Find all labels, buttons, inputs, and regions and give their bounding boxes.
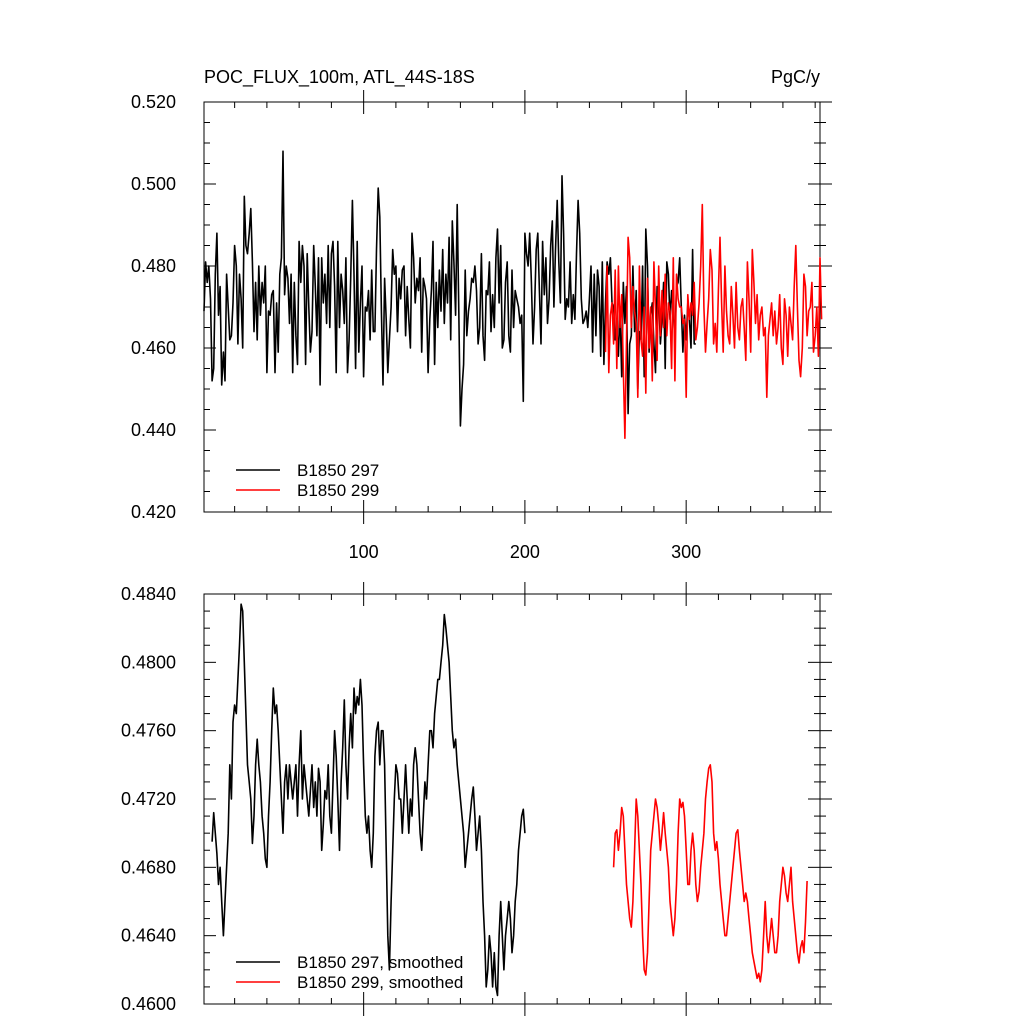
x-tick-label: 200 (510, 542, 540, 562)
top-panel: 0.420 0.440 0.460 0.480 0.500 0.520 100 200 300 P… (131, 67, 832, 562)
series-line-red (612, 763, 808, 983)
y-tick-label: 0.4840 (121, 584, 176, 604)
bottom-panel: 0.4600 0.4640 0.4680 0.4720 0.4760 0.4800 0.48… (121, 582, 832, 1016)
y-tick-label: 0.4600 (121, 994, 176, 1014)
y-tick-label: 0.4640 (121, 926, 176, 946)
y-tick-label: 0.420 (131, 502, 176, 522)
y-tick-label: 0.4720 (121, 789, 176, 809)
x-tick-label: 100 (349, 542, 379, 562)
series-line-red (604, 203, 823, 440)
y-tick-label: 0.500 (131, 174, 176, 194)
x-tick-label: 300 (671, 542, 701, 562)
legend-label: B1850 297 (297, 461, 379, 480)
series-line-black (211, 603, 526, 997)
legend-label: B1850 299 (297, 481, 379, 500)
y-tick-label: 0.4680 (121, 857, 176, 877)
y-tick-label: 0.4800 (121, 652, 176, 672)
y-tick-label: 0.480 (131, 256, 176, 276)
chart-title: POC_FLUX_100m, ATL_44S-18S (204, 67, 475, 88)
legend-label: B1850 299, smoothed (297, 973, 463, 992)
y-tick-label: 0.4760 (121, 721, 176, 741)
legend-label: B1850 297, smoothed (297, 953, 463, 972)
y-tick-label: 0.440 (131, 420, 176, 440)
chart-units: PgC/y (771, 67, 820, 87)
series-line-black (203, 150, 696, 427)
y-tick-label: 0.520 (131, 92, 176, 112)
y-tick-label: 0.460 (131, 338, 176, 358)
